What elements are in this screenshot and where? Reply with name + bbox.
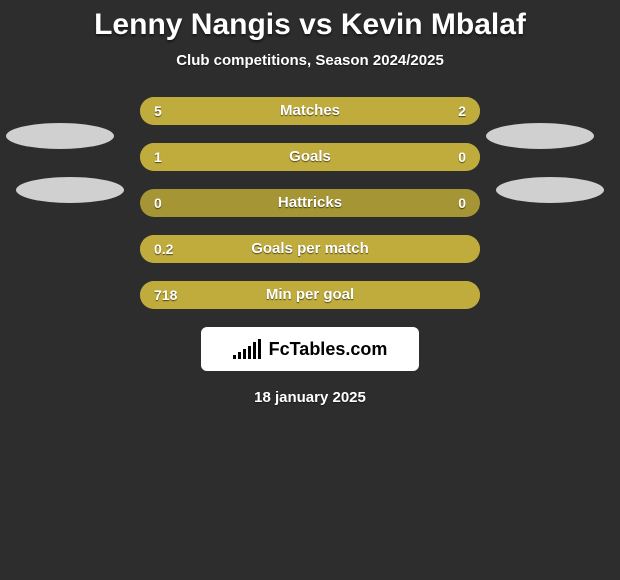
team-ellipse [6, 123, 114, 149]
stat-row: 0.2Goals per match [140, 235, 480, 263]
stat-row: 00Hattricks [140, 189, 480, 217]
date: 18 january 2025 [0, 389, 620, 406]
stat-label: Goals [140, 143, 480, 171]
logo-box: FcTables.com [201, 327, 419, 371]
stat-label: Hattricks [140, 189, 480, 217]
team-ellipse [496, 177, 604, 203]
logo-bars-icon [233, 339, 263, 359]
page-title: Lenny Nangis vs Kevin Mbalaf [0, 0, 620, 42]
team-ellipse [16, 177, 124, 203]
stat-label: Matches [140, 97, 480, 125]
stat-label: Goals per match [140, 235, 480, 263]
stat-row: 10Goals [140, 143, 480, 171]
logo-text: FcTables.com [269, 339, 388, 360]
stat-row: 52Matches [140, 97, 480, 125]
subtitle: Club competitions, Season 2024/2025 [0, 52, 620, 69]
stat-row: 718Min per goal [140, 281, 480, 309]
team-ellipse [486, 123, 594, 149]
infographic-container: Lenny Nangis vs Kevin Mbalaf Club compet… [0, 0, 620, 580]
stat-label: Min per goal [140, 281, 480, 309]
